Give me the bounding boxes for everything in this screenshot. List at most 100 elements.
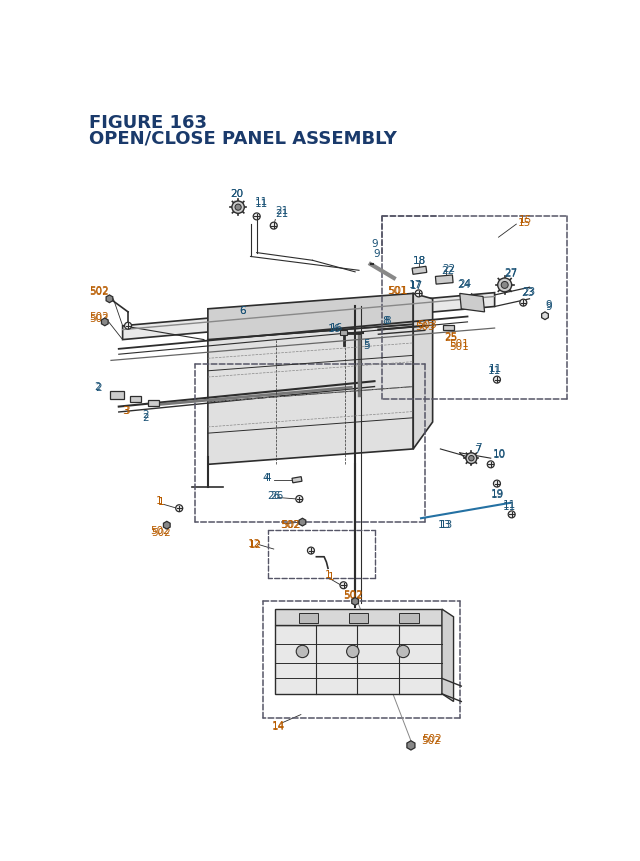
Text: 503: 503: [415, 321, 435, 331]
Polygon shape: [110, 392, 124, 400]
Text: OPEN/CLOSE PANEL ASSEMBLY: OPEN/CLOSE PANEL ASSEMBLY: [90, 129, 397, 147]
Text: 11: 11: [502, 501, 516, 511]
Polygon shape: [148, 400, 159, 406]
Text: 9: 9: [546, 300, 552, 310]
Text: 19: 19: [491, 489, 504, 499]
Text: 502: 502: [90, 313, 109, 322]
Circle shape: [498, 279, 511, 293]
Text: 11: 11: [489, 363, 502, 374]
Text: 7: 7: [474, 444, 481, 455]
Polygon shape: [299, 518, 306, 526]
Polygon shape: [349, 613, 368, 623]
Text: 11: 11: [255, 198, 268, 208]
Text: 5: 5: [363, 341, 369, 350]
Text: 502: 502: [90, 313, 109, 324]
Circle shape: [466, 453, 477, 464]
Text: 502: 502: [90, 287, 109, 297]
Text: 20: 20: [230, 189, 243, 199]
Polygon shape: [292, 477, 302, 483]
Text: 20: 20: [230, 189, 243, 199]
Polygon shape: [131, 396, 141, 402]
Text: 2: 2: [142, 412, 148, 422]
Text: 502: 502: [280, 520, 300, 530]
Text: 21: 21: [275, 208, 289, 219]
Text: 502: 502: [344, 591, 364, 600]
Polygon shape: [340, 331, 348, 336]
Polygon shape: [399, 613, 419, 623]
Text: 10: 10: [493, 449, 506, 459]
Text: 9: 9: [545, 301, 552, 312]
Text: 22: 22: [441, 265, 454, 276]
Text: 13: 13: [440, 519, 453, 529]
Circle shape: [468, 456, 474, 461]
Polygon shape: [106, 295, 113, 303]
Circle shape: [520, 300, 527, 307]
Text: 21: 21: [275, 206, 289, 216]
Text: 6: 6: [239, 306, 246, 316]
Text: 502: 502: [150, 525, 170, 536]
Text: 3: 3: [124, 406, 130, 416]
Text: 10: 10: [493, 449, 506, 458]
Text: 26: 26: [268, 491, 281, 500]
Polygon shape: [460, 294, 484, 313]
Polygon shape: [407, 741, 415, 750]
Circle shape: [493, 480, 500, 487]
Circle shape: [296, 646, 308, 658]
Polygon shape: [435, 276, 453, 285]
Text: 23: 23: [522, 288, 535, 298]
Text: 12: 12: [248, 538, 260, 548]
Text: 19: 19: [491, 488, 504, 499]
Text: 502: 502: [151, 528, 171, 537]
Polygon shape: [275, 625, 442, 694]
Text: FIGURE 163: FIGURE 163: [90, 115, 207, 132]
Text: 3: 3: [123, 406, 129, 416]
Text: 22: 22: [443, 263, 456, 274]
Text: 1: 1: [325, 570, 332, 579]
Text: 4: 4: [264, 473, 271, 483]
Text: 501: 501: [450, 339, 469, 349]
Polygon shape: [208, 325, 413, 465]
Text: 1: 1: [157, 497, 164, 507]
Text: 503: 503: [417, 319, 437, 330]
Text: 14: 14: [272, 720, 285, 730]
Circle shape: [125, 323, 132, 330]
Circle shape: [340, 582, 347, 589]
Text: 1: 1: [156, 495, 163, 505]
Text: 502: 502: [282, 520, 301, 530]
Text: 2: 2: [95, 383, 102, 393]
Text: 18: 18: [413, 256, 426, 266]
Circle shape: [508, 511, 515, 518]
Polygon shape: [413, 294, 433, 449]
Text: 14: 14: [271, 722, 285, 731]
Text: 11: 11: [488, 366, 501, 376]
Text: 4: 4: [263, 473, 269, 483]
Text: 15: 15: [518, 215, 532, 226]
Polygon shape: [443, 325, 454, 331]
Circle shape: [307, 548, 314, 554]
Text: 26: 26: [270, 491, 283, 500]
Text: 11: 11: [254, 197, 268, 207]
Text: 15: 15: [518, 218, 531, 227]
Text: 501: 501: [387, 286, 406, 296]
Circle shape: [232, 201, 244, 214]
Text: 502: 502: [344, 589, 364, 599]
Text: 502: 502: [422, 734, 442, 744]
Text: 16: 16: [330, 322, 343, 332]
Circle shape: [176, 505, 182, 512]
Polygon shape: [163, 522, 170, 530]
Text: 501: 501: [449, 341, 468, 351]
Text: 7: 7: [476, 443, 482, 453]
Circle shape: [487, 461, 494, 468]
Circle shape: [235, 205, 241, 211]
Polygon shape: [123, 294, 495, 340]
Text: 11: 11: [502, 499, 516, 510]
Circle shape: [501, 282, 508, 289]
Text: 502: 502: [90, 285, 109, 295]
Circle shape: [296, 496, 303, 503]
Polygon shape: [442, 610, 454, 702]
Circle shape: [397, 646, 410, 658]
Text: 2: 2: [142, 410, 148, 420]
Text: 27: 27: [505, 268, 518, 277]
Text: 25: 25: [444, 333, 458, 343]
Text: 2: 2: [94, 381, 100, 392]
